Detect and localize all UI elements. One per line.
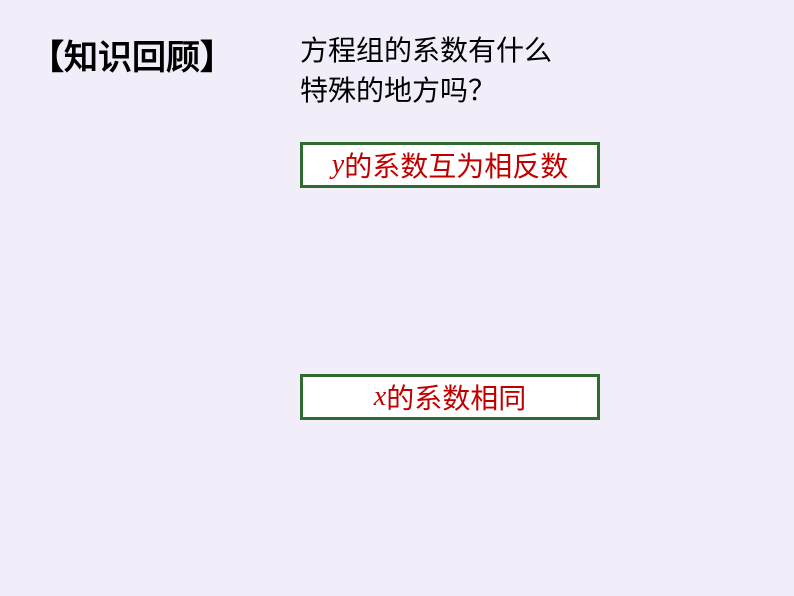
answer-text-2: 的系数相同 [386, 377, 526, 417]
question-text: 方程组的系数有什么 特殊的地方吗？ [300, 32, 552, 112]
variable-x: x [374, 381, 386, 413]
answer-box-1: y的系数互为相反数 [300, 142, 600, 188]
question-line2: 特殊的地方吗？ [300, 72, 552, 112]
question-line1: 方程组的系数有什么 [300, 32, 552, 72]
section-title: 【知识回顾】 [30, 30, 234, 79]
answer-text-1: 的系数互为相反数 [344, 145, 568, 185]
answer-box-2: x的系数相同 [300, 374, 600, 420]
variable-y: y [332, 149, 344, 181]
